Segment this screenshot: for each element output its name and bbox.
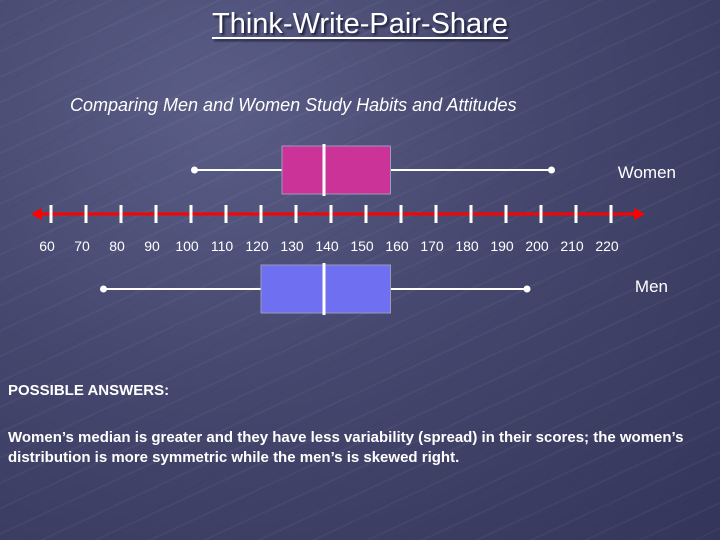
axis-tick-label: 150 <box>350 238 374 254</box>
axis-tick-label: 70 <box>74 238 90 254</box>
axis-tick-label: 120 <box>245 238 269 254</box>
men-box <box>260 264 391 314</box>
axis-tick-label: 110 <box>211 238 234 254</box>
axis-arrow-left <box>31 208 42 220</box>
women-max-point <box>548 166 555 174</box>
chart-subtitle: Comparing Men and Women Study Habits and… <box>70 95 517 115</box>
axis-tick-label: 190 <box>490 238 514 254</box>
number-line-axis: 60 70 80 90 100 110 120 130 140 150 160 170 180 190 20… <box>31 205 645 254</box>
women-boxplot <box>191 144 555 196</box>
axis-tick-label: 140 <box>315 238 339 254</box>
axis-tick-label: 90 <box>144 238 160 254</box>
axis-tick-label: 170 <box>420 238 444 254</box>
men-boxplot <box>100 263 531 315</box>
axis-tick-label: 60 <box>39 238 55 254</box>
women-box <box>281 145 391 195</box>
axis-tick-label: 200 <box>525 238 549 254</box>
axis-tick-label: 130 <box>280 238 304 254</box>
answers-heading: POSSIBLE ANSWERS: <box>8 382 170 399</box>
slide-title: Think-Write-Pair-Share <box>212 8 508 40</box>
women-min-point <box>191 166 198 174</box>
axis-tick-label: 210 <box>560 238 584 254</box>
series-label-men: Men <box>635 277 668 296</box>
series-label-women: Women <box>618 163 676 182</box>
axis-tick-label: 180 <box>455 238 479 254</box>
men-min-point <box>100 285 107 293</box>
axis-arrow-right <box>634 208 645 220</box>
axis-tick-label: 100 <box>175 238 199 254</box>
answers-body: Women’s median is greater and they have … <box>8 429 684 466</box>
axis-tick-label: 160 <box>385 238 409 254</box>
men-max-point <box>523 285 531 293</box>
axis-tick-label: 80 <box>109 238 125 254</box>
axis-tick-label: 220 <box>595 238 619 254</box>
